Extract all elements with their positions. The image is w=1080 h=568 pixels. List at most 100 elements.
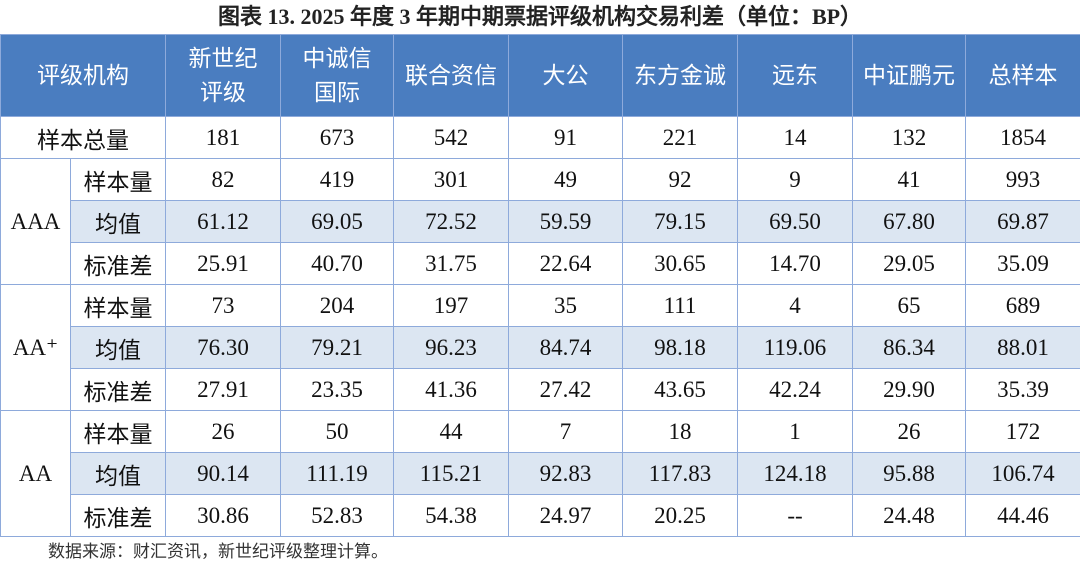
row-label: 均值 xyxy=(70,326,166,369)
cell: 44 xyxy=(393,410,509,453)
total-row: 样本总量 181 673 542 91 221 14 132 1854 xyxy=(0,116,1080,159)
source-note: 数据来源：财汇资讯，新世纪评级整理计算。 xyxy=(48,542,388,561)
cell: 542 xyxy=(393,116,509,159)
title: 图表 13. 2025 年度 3 年期中期票据评级机构交易利差（单位：BP） xyxy=(217,4,863,29)
row-label: 标准差 xyxy=(70,368,166,411)
column-header-line: 联合资信 xyxy=(405,62,497,88)
header-row: 评级机构 新世纪 评级 中诚信 国际 联合资信 大公 东方金诚 远东 中证鹏元 总样本 xyxy=(0,34,1080,117)
cell: 69.87 xyxy=(965,200,1080,243)
cell: 67.80 xyxy=(852,200,966,243)
cell: 29.90 xyxy=(852,368,966,411)
column-header: 中证鹏元 xyxy=(852,34,966,117)
cell: 14 xyxy=(737,116,853,159)
column-header-line: 评级 xyxy=(200,79,246,105)
cell: 42.24 xyxy=(737,368,853,411)
cell: 27.91 xyxy=(165,368,281,411)
cell: 9 xyxy=(737,158,853,201)
cell: 73 xyxy=(165,284,281,327)
cell: 221 xyxy=(622,116,738,159)
column-header-line: 中证鹏元 xyxy=(863,62,955,88)
corner-cell: 评级机构 xyxy=(0,34,166,117)
data-row: 标准差 25.91 40.70 31.75 22.64 30.65 14.70 29.05 35… xyxy=(1,242,1080,285)
cell: 181 xyxy=(165,116,281,159)
cell: 30.65 xyxy=(622,242,738,285)
cell: 50 xyxy=(280,410,394,453)
column-header-line: 东方金诚 xyxy=(634,62,726,88)
cell: 84.74 xyxy=(508,326,623,369)
cell: 29.05 xyxy=(852,242,966,285)
data-row: AAA 样本量 82 419 301 49 92 9 41 993 xyxy=(0,158,1080,285)
column-header-line: 远东 xyxy=(772,62,818,88)
cell: 86.34 xyxy=(852,326,966,369)
row-label: 均值 xyxy=(70,200,166,243)
group-label: AAA xyxy=(0,158,71,285)
table-body: 样本总量 181 673 542 91 221 14 132 1854 AAA 样本量 82 419 30… xyxy=(0,116,1080,537)
cell: 26 xyxy=(852,410,966,453)
cell: 7 xyxy=(508,410,623,453)
cell: 95.88 xyxy=(852,452,966,495)
cell: 61.12 xyxy=(165,200,281,243)
data-row: 标准差 27.91 23.35 41.36 27.42 43.65 42.24 29.90 35… xyxy=(1,368,1080,411)
cell: 92.83 xyxy=(508,452,623,495)
cell: -- xyxy=(737,494,853,537)
column-header: 新世纪 评级 xyxy=(165,34,281,117)
row-label: 样本总量 xyxy=(0,116,166,159)
cell: 72.52 xyxy=(393,200,509,243)
column-header: 联合资信 xyxy=(393,34,509,117)
cell: 52.83 xyxy=(280,494,394,537)
column-header-line: 中诚信 xyxy=(302,45,372,71)
group-label: AA⁺ xyxy=(0,284,71,411)
cell: 69.50 xyxy=(737,200,853,243)
column-header: 中诚信 国际 xyxy=(280,34,394,117)
column-header-line: 大公 xyxy=(542,62,589,88)
cell: 24.48 xyxy=(852,494,966,537)
cell: 54.38 xyxy=(393,494,509,537)
cell: 22.64 xyxy=(508,242,623,285)
cell: 301 xyxy=(393,158,509,201)
row-label: 均值 xyxy=(70,452,166,495)
column-header: 东方金诚 xyxy=(622,34,738,117)
cell: 30.86 xyxy=(165,494,281,537)
cell: 673 xyxy=(280,116,394,159)
cell: 31.75 xyxy=(393,242,509,285)
cell: 689 xyxy=(965,284,1080,327)
cell: 172 xyxy=(965,410,1080,453)
column-header: 远东 xyxy=(737,34,853,117)
cell: 18 xyxy=(622,410,738,453)
row-label: 标准差 xyxy=(70,242,166,285)
cell: 41.36 xyxy=(393,368,509,411)
cell: 59.59 xyxy=(508,200,623,243)
cell: 111.19 xyxy=(280,452,394,495)
cell: 35.09 xyxy=(965,242,1080,285)
cell: 88.01 xyxy=(965,326,1080,369)
cell: 27.42 xyxy=(508,368,623,411)
cell: 119.06 xyxy=(737,326,853,369)
column-header: 总样本 xyxy=(965,34,1080,117)
cell: 25.91 xyxy=(165,242,281,285)
cell: 23.35 xyxy=(280,368,394,411)
cell: 111 xyxy=(622,284,738,327)
cell: 1 xyxy=(737,410,853,453)
row-label: 样本量 xyxy=(70,410,166,453)
data-row: 均值 61.12 69.05 72.52 59.59 79.15 69.50 67.80 69.… xyxy=(1,200,1080,243)
cell: 35.39 xyxy=(965,368,1080,411)
cell: 91 xyxy=(508,116,623,159)
row-label: 样本量 xyxy=(70,284,166,327)
cell: 419 xyxy=(280,158,394,201)
cell: 96.23 xyxy=(393,326,509,369)
cell: 90.14 xyxy=(165,452,281,495)
cell: 69.05 xyxy=(280,200,394,243)
row-label: 标准差 xyxy=(70,494,166,537)
column-header-line: 总样本 xyxy=(988,62,1058,88)
cell: 204 xyxy=(280,284,394,327)
cell: 79.15 xyxy=(622,200,738,243)
cell: 24.97 xyxy=(508,494,623,537)
cell: 79.21 xyxy=(280,326,394,369)
data-table: 评级机构 新世纪 评级 中诚信 国际 联合资信 大公 东方金诚 远东 中证鹏元 总样本 样本总量 1… xyxy=(0,34,1080,537)
cell: 35 xyxy=(508,284,623,327)
cell: 14.70 xyxy=(737,242,853,285)
cell: 76.30 xyxy=(165,326,281,369)
data-row: 均值 76.30 79.21 96.23 84.74 98.18 119.06 86.34 88… xyxy=(1,326,1080,369)
row-label: 样本量 xyxy=(70,158,166,201)
